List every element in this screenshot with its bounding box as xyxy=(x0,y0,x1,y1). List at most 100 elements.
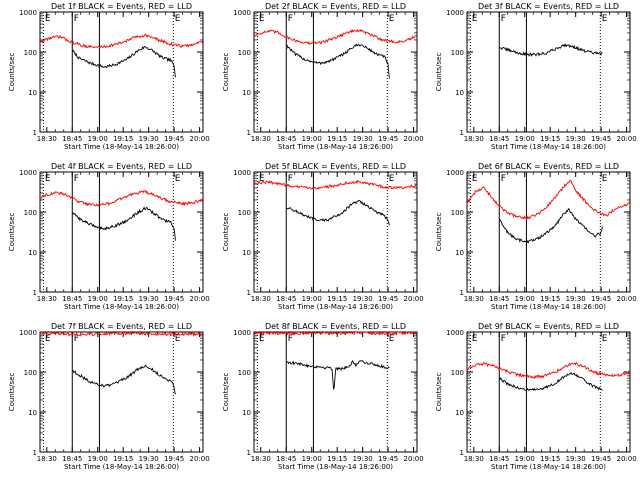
y-tick-label: 10 xyxy=(455,409,464,417)
x-axis-title: Start Time (18-May-14 18:26:00) xyxy=(64,463,179,471)
x-tick-label: 19:00 xyxy=(302,295,322,303)
red-series-line xyxy=(253,28,418,45)
marker-label: E xyxy=(389,174,395,184)
x-tick-label: 18:30 xyxy=(251,135,271,143)
black-series-line xyxy=(72,364,176,395)
y-tick-label: 100 xyxy=(451,369,464,377)
black-series-line xyxy=(285,199,390,226)
y-axis-title: Counts/sec xyxy=(222,373,230,412)
x-axis-title: Start Time (18-May-14 18:26:00) xyxy=(491,303,606,311)
y-tick-label: 10 xyxy=(242,409,251,417)
y-tick-label: 1000 xyxy=(446,329,464,337)
x-tick-label: 19:45 xyxy=(164,295,184,303)
x-tick-label: 20:00 xyxy=(404,295,424,303)
plot-frame xyxy=(253,171,418,293)
y-tick-label: 10 xyxy=(28,89,37,97)
x-axis-title: Start Time (18-May-14 18:26:00) xyxy=(278,143,393,151)
panel-title: Det 9f BLACK = Events, RED = LLD xyxy=(478,322,619,331)
y-axis-title: Counts/sec xyxy=(435,213,443,252)
x-tick-label: 19:45 xyxy=(164,455,184,463)
x-tick-label: 19:00 xyxy=(515,135,535,143)
x-tick-label: 18:45 xyxy=(62,295,82,303)
x-axis-title: Start Time (18-May-14 18:26:00) xyxy=(278,463,393,471)
x-tick-label: 19:00 xyxy=(88,455,108,463)
x-axis-title: Start Time (18-May-14 18:26:00) xyxy=(491,143,606,151)
y-tick-label: 1 xyxy=(247,129,251,137)
y-tick-label: 10 xyxy=(455,89,464,97)
x-tick-label: 19:00 xyxy=(88,295,108,303)
marker-label: E xyxy=(389,14,395,24)
x-tick-label: 18:30 xyxy=(251,455,271,463)
x-axis-title: Start Time (18-May-14 18:26:00) xyxy=(64,143,179,151)
panel-title: Det 2f BLACK = Events, RED = LLD xyxy=(265,2,406,11)
x-tick-label: 20:00 xyxy=(617,295,637,303)
x-tick-label: 20:00 xyxy=(617,455,637,463)
black-series-line xyxy=(499,43,603,58)
y-tick-label: 1 xyxy=(460,449,464,457)
black-series-line xyxy=(286,43,390,79)
y-tick-label: 100 xyxy=(24,369,37,377)
x-tick-label: 18:30 xyxy=(37,455,57,463)
x-tick-label: 19:15 xyxy=(113,455,133,463)
y-tick-label: 1 xyxy=(33,449,37,457)
y-tick-label: 100 xyxy=(238,369,251,377)
y-tick-label: 1000 xyxy=(233,169,251,177)
marker-label: F xyxy=(501,174,506,184)
y-tick-label: 10 xyxy=(242,249,251,257)
marker-label: E xyxy=(389,334,395,344)
black-series-line xyxy=(499,207,603,244)
x-tick-label: 19:00 xyxy=(515,295,535,303)
plot-frame xyxy=(253,11,418,133)
plot-frame xyxy=(253,331,418,453)
x-tick-label: 19:30 xyxy=(566,295,586,303)
marker-label: F xyxy=(501,334,506,344)
marker-label: F xyxy=(74,174,79,184)
panel-title: Det 8f BLACK = Events, RED = LLD xyxy=(265,322,406,331)
black-series-line xyxy=(498,371,603,392)
x-tick-label: 19:15 xyxy=(327,455,347,463)
detector-panel-5: Det 5f BLACK = Events, RED = LLD 1 10 100 10… xyxy=(222,162,424,311)
y-tick-label: 1 xyxy=(247,289,251,297)
detector-panel-4: Det 4f BLACK = Events, RED = LLD 1 10 100 10… xyxy=(8,162,210,311)
y-tick-label: 1000 xyxy=(233,9,251,17)
marker-label: E xyxy=(472,14,478,24)
x-tick-label: 19:15 xyxy=(540,295,560,303)
x-tick-label: 19:45 xyxy=(378,455,398,463)
x-tick-label: 19:30 xyxy=(139,135,159,143)
y-axis-title: Counts/sec xyxy=(8,373,16,412)
y-tick-label: 10 xyxy=(455,249,464,257)
x-tick-label: 18:30 xyxy=(464,135,484,143)
y-axis-title: Counts/sec xyxy=(222,53,230,92)
detector-panel-3: Det 3f BLACK = Events, RED = LLD 1 10 100 10… xyxy=(435,2,637,151)
x-axis-title: Start Time (18-May-14 18:26:00) xyxy=(491,463,606,471)
y-axis-title: Counts/sec xyxy=(435,373,443,412)
x-tick-label: 19:15 xyxy=(327,295,347,303)
y-tick-label: 100 xyxy=(451,209,464,217)
x-tick-label: 18:45 xyxy=(276,135,296,143)
black-series-line xyxy=(286,359,390,390)
marker-label: F xyxy=(501,14,506,24)
marker-label: E xyxy=(45,334,51,344)
x-tick-label: 19:15 xyxy=(113,135,133,143)
black-series-line xyxy=(71,206,176,241)
x-tick-label: 18:45 xyxy=(489,295,509,303)
marker-label: E xyxy=(45,174,51,184)
x-tick-label: 19:45 xyxy=(591,135,611,143)
y-tick-label: 100 xyxy=(451,49,464,57)
marker-label: E xyxy=(602,174,608,184)
y-tick-label: 1000 xyxy=(19,329,37,337)
x-axis-title: Start Time (18-May-14 18:26:00) xyxy=(64,303,179,311)
marker-label: E xyxy=(259,174,265,184)
marker-label: E xyxy=(602,334,608,344)
x-tick-label: 19:00 xyxy=(302,135,322,143)
y-tick-label: 1000 xyxy=(446,169,464,177)
x-tick-label: 19:30 xyxy=(353,455,373,463)
marker-label: F xyxy=(74,14,79,24)
x-tick-label: 18:45 xyxy=(489,135,509,143)
x-tick-label: 19:15 xyxy=(113,295,133,303)
y-axis-title: Counts/sec xyxy=(8,53,16,92)
marker-label: E xyxy=(472,174,478,184)
y-tick-label: 100 xyxy=(238,209,251,217)
x-tick-label: 20:00 xyxy=(190,295,210,303)
